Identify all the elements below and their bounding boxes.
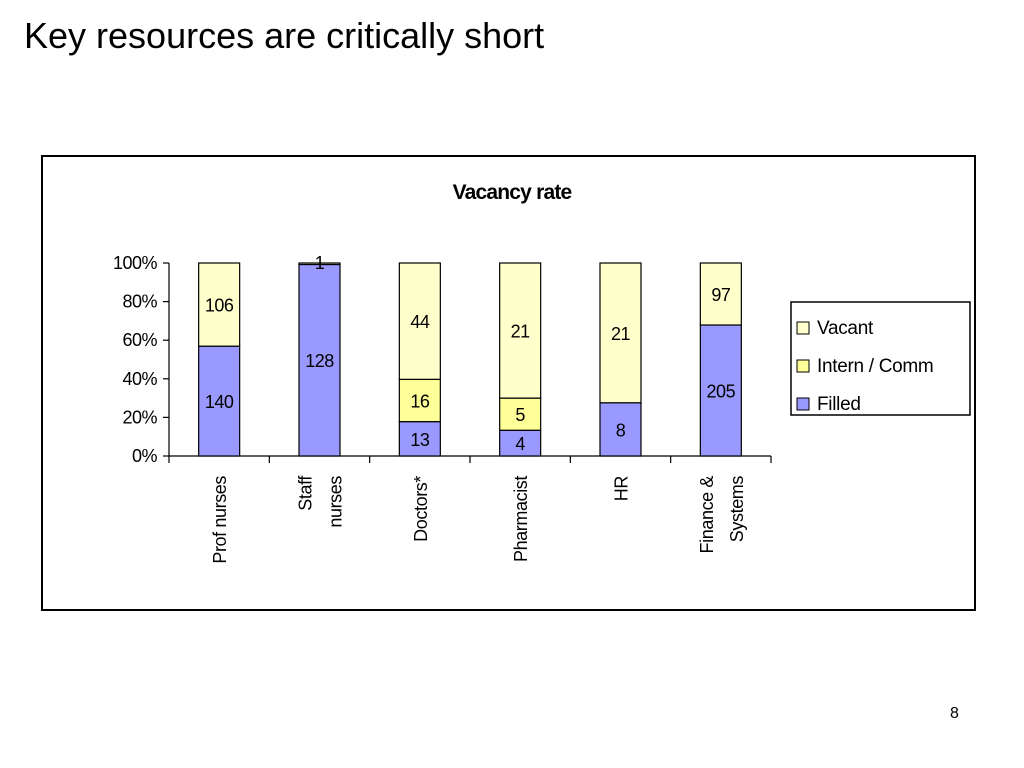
bar-vacant [298,262,341,266]
data-label: 140 [205,392,234,412]
chart-title: Vacancy rate [453,181,572,204]
data-label: 16 [410,391,430,411]
data-label: 44 [410,312,430,332]
x-tick-label-line: HR [612,476,632,502]
y-tick-label: 80% [122,292,157,312]
chart-frame: Vacancy rate 0% 20% 40% 60% 80% 100% 140 106 Pro… [41,155,976,611]
x-tick-label-line: Finance & [697,476,717,554]
x-tick-label: Finance & Systems [697,476,747,554]
data-label: 128 [305,351,334,371]
legend-label: Vacant [817,318,874,339]
x-tick-label-line: Systems [727,476,747,543]
x-tick-label-line: Staff [296,475,316,511]
data-label: 205 [707,381,736,401]
x-tick-label: Pharmacist [511,476,531,562]
x-tick-label-line: Prof nurses [210,476,230,564]
bar-filled [499,429,542,457]
x-tick-label-line: Pharmacist [511,476,531,562]
y-tick-label: 60% [122,330,157,350]
data-label: 21 [511,322,531,342]
x-tick-label: Doctors* [411,476,431,542]
bar-filled [198,345,241,457]
data-label: 21 [611,324,631,344]
bar-filled [599,402,642,457]
y-tick-label: 40% [122,369,157,389]
legend-label: Intern / Comm [817,356,933,377]
bar-filled [298,263,341,457]
vacancy-rate-chart: Vacancy rate 0% 20% 40% 60% 80% 100% 140 106 Pro… [113,181,971,564]
legend-swatch [796,397,810,411]
bar-vacant [398,262,441,380]
data-label: 97 [711,285,731,305]
legend-swatch [796,359,810,373]
legend-box [790,301,971,416]
data-label: 106 [205,296,234,316]
x-tick-label: Staff nurses [296,475,346,528]
bar-vacant [198,262,241,347]
legend-swatch [796,321,810,335]
y-tick-label: 100% [113,253,158,273]
y-tick-label: 20% [122,407,157,427]
x-tick-label-line: nurses [326,476,346,528]
y-tick-label: 0% [132,446,158,466]
data-label: 5 [515,405,525,425]
x-tick-label: Prof nurses [210,476,230,564]
page-number: 8 [950,705,959,722]
x-tick-label: HR [612,476,632,502]
data-label: 1 [315,253,325,273]
bar-intern-comm [499,397,542,431]
bar-vacant [499,262,542,399]
data-label: 13 [410,430,430,450]
bar-vacant [599,262,642,404]
legend-label: Filled [817,394,861,415]
x-tick-label-line: Doctors* [411,476,431,542]
slide-title: Key resources are critically short [24,15,545,56]
bar-vacant [699,262,742,326]
data-label: 4 [515,434,525,454]
data-label: 8 [616,420,626,440]
